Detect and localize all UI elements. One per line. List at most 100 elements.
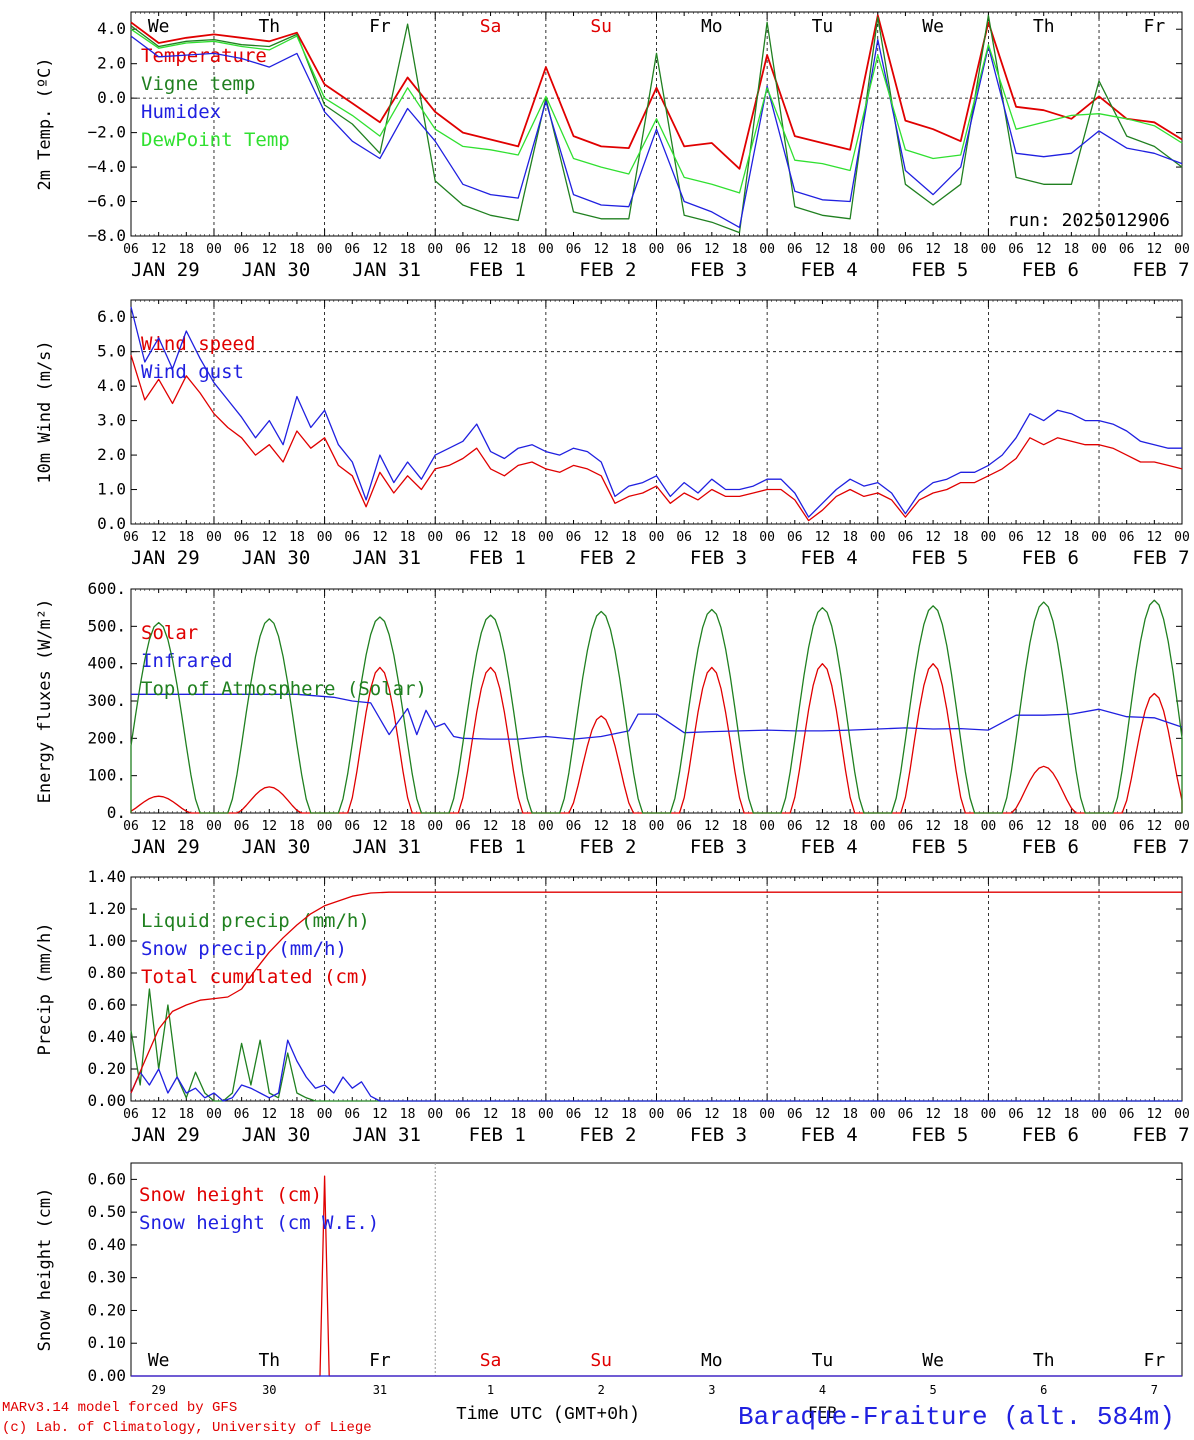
hour-label: 12 — [372, 530, 388, 545]
hour-label: 00 — [427, 530, 443, 545]
hour-label: 18 — [842, 242, 858, 257]
y-tick-label: 0.30 — [87, 1268, 126, 1287]
y-tick-label: 0.60 — [87, 995, 126, 1014]
weekday-label: Sa — [480, 16, 502, 37]
hour-label: 18 — [953, 242, 969, 257]
hour-label: 00 — [206, 819, 222, 834]
hour-label: 00 — [538, 242, 554, 257]
legend-entry: Wind speed — [141, 333, 255, 355]
hour-label: 18 — [400, 819, 416, 834]
hour-label: 18 — [1064, 530, 1080, 545]
day-label: FEB 7 — [1132, 547, 1189, 569]
hour-label: 00 — [317, 530, 333, 545]
hour-label: 06 — [234, 530, 250, 545]
hour-label: 12 — [925, 819, 941, 834]
day-label: FEB 2 — [579, 836, 636, 858]
hour-label: 06 — [566, 1107, 582, 1122]
hour-label: 12 — [1147, 530, 1163, 545]
hour-label: 00 — [981, 1107, 997, 1122]
hour-label: 06 — [787, 530, 803, 545]
series-line-temperature — [130, 14, 1183, 170]
hour-label: 18 — [510, 242, 526, 257]
hour-label: 18 — [1064, 819, 1080, 834]
y-tick-label: 0.40 — [87, 1235, 126, 1254]
hour-label: 18 — [732, 819, 748, 834]
hour-label: 00 — [649, 242, 665, 257]
weekday-label: Sa — [480, 1350, 502, 1371]
hour-label: 00 — [1174, 1107, 1190, 1122]
panel-4: 1.40 1.20 1.00 0.80 0.60 0.40 0.20 0.00 Precip (… — [35, 867, 1190, 1146]
legend-entry: DewPoint Temp — [141, 129, 290, 151]
y-tick-label: 0.50 — [87, 1202, 126, 1221]
day-label: JAN 30 — [242, 1124, 311, 1146]
hour-label: 12 — [1147, 1107, 1163, 1122]
series-line-infrared — [131, 693, 1183, 740]
hour-label: 12 — [483, 242, 499, 257]
day-number: 3 — [708, 1383, 715, 1397]
hour-label: 12 — [593, 819, 609, 834]
hour-label: 12 — [815, 530, 831, 545]
plot-frame — [130, 299, 1183, 525]
y-tick-label: 2.0 — [97, 445, 126, 464]
hour-label: 00 — [870, 530, 886, 545]
y-tick-label: 1.40 — [87, 867, 126, 886]
hour-label: 12 — [151, 530, 167, 545]
day-label: FEB 4 — [801, 547, 858, 569]
hour-label: 00 — [981, 819, 997, 834]
y-tick-label: 0.20 — [87, 1059, 126, 1078]
hour-label: 12 — [151, 819, 167, 834]
hour-label: 18 — [621, 242, 637, 257]
weekday-label: Th — [1033, 16, 1055, 37]
legend-entry: Snow height (cm) — [139, 1184, 322, 1206]
series-line-humidex — [130, 35, 1183, 229]
hour-label: 12 — [704, 1107, 720, 1122]
hour-label: 00 — [427, 242, 443, 257]
day-label: FEB 1 — [469, 547, 526, 569]
hour-label: 12 — [483, 1107, 499, 1122]
y-axis-label: 2m Temp. (ºC) — [35, 57, 55, 190]
y-tick-label: 100. — [87, 766, 126, 785]
weekday-label: We — [148, 1350, 170, 1371]
day-label: JAN 30 — [242, 836, 311, 858]
hour-label: 12 — [925, 1107, 941, 1122]
hour-label: 18 — [621, 819, 637, 834]
day-label: FEB 1 — [469, 259, 526, 281]
hour-label: 00 — [870, 819, 886, 834]
x-axis-labels: 06 12 18 00 06 12 18 00 06 12 18 00 06 12 18 00 06 12 18 00… — [123, 530, 1190, 569]
day-label: JAN 31 — [352, 259, 421, 281]
day-number: 30 — [262, 1383, 276, 1397]
hour-label: 12 — [704, 530, 720, 545]
hour-label: 12 — [1036, 530, 1052, 545]
hour-label: 00 — [1174, 819, 1190, 834]
hour-label: 06 — [455, 242, 471, 257]
hour-label: 12 — [925, 530, 941, 545]
x-axis-labels: 06 12 18 00 06 12 18 00 06 12 18 00 06 12 18 00 06 12 18 00… — [123, 819, 1190, 858]
hour-label: 06 — [455, 819, 471, 834]
hour-label: 18 — [400, 1107, 416, 1122]
hour-label: 06 — [344, 1107, 360, 1122]
day-label: JAN 29 — [131, 259, 200, 281]
hour-label: 12 — [815, 242, 831, 257]
hour-label: 12 — [1147, 242, 1163, 257]
hour-label: 06 — [676, 1107, 692, 1122]
hour-label: 00 — [1091, 530, 1107, 545]
day-label: JAN 30 — [242, 547, 311, 569]
hour-label: 18 — [510, 1107, 526, 1122]
hour-label: 06 — [676, 530, 692, 545]
weekday-label: Su — [590, 1350, 612, 1371]
hour-label: 06 — [234, 819, 250, 834]
weekday-label: Th — [1033, 1350, 1055, 1371]
hour-label: 00 — [538, 819, 554, 834]
hour-label: 06 — [676, 242, 692, 257]
weekday-label: Fr — [1143, 16, 1165, 37]
station-title: Baraque-Fraiture (alt. 584m) — [738, 1402, 1175, 1432]
hour-label: 12 — [704, 242, 720, 257]
day-label: FEB 6 — [1022, 1124, 1079, 1146]
hour-label: 18 — [178, 530, 194, 545]
hour-label: 12 — [704, 819, 720, 834]
hour-label: 00 — [1091, 1107, 1107, 1122]
hour-label: 06 — [898, 1107, 914, 1122]
plot-frame — [130, 588, 1183, 814]
hour-label: 06 — [898, 242, 914, 257]
weekday-label: Fr — [369, 16, 391, 37]
